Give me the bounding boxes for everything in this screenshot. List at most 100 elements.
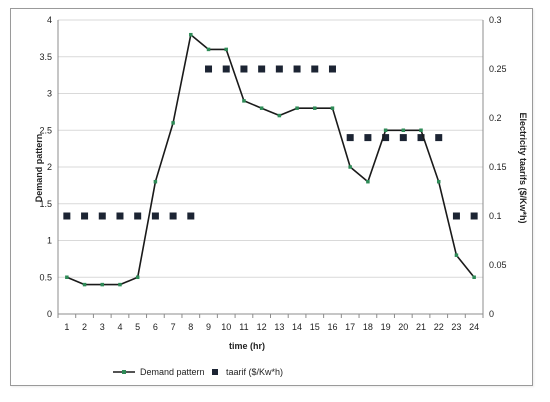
- right-tick-label: 0.2: [489, 113, 502, 123]
- demand-marker: [118, 282, 122, 287]
- right-tick-label: 0.1: [489, 211, 502, 221]
- chart-frame: [10, 8, 533, 386]
- x-tick-label: 7: [171, 322, 176, 332]
- right-tick-label: 0.3: [489, 15, 502, 25]
- tariff-marker: [98, 212, 106, 220]
- demand-marker: [383, 128, 388, 132]
- left-tick-label: 0.5: [39, 272, 52, 282]
- legend: Demand pattern taarif ($/Kw*h): [113, 367, 283, 377]
- tariff-marker: [293, 65, 301, 73]
- tariff-marker: [364, 134, 372, 142]
- x-tick-label: 5: [135, 322, 140, 332]
- demand-marker: [224, 47, 228, 52]
- tariff-marker: [382, 134, 390, 142]
- demand-marker: [348, 165, 352, 169]
- right-tick-label: 0: [489, 309, 494, 319]
- x-tick-label: 2: [82, 322, 87, 332]
- demand-marker: [82, 282, 87, 287]
- x-tick-label: 17: [345, 322, 355, 332]
- x-axis-title: time (hr): [229, 341, 265, 351]
- right-tick-label: 0.05: [489, 260, 507, 270]
- demand-marker: [135, 275, 140, 279]
- tariff-marker: [452, 212, 460, 220]
- x-tick-label: 10: [221, 322, 231, 332]
- tariff-marker: [151, 212, 159, 220]
- tariff-marker: [116, 212, 124, 220]
- tariff-series: [63, 65, 478, 220]
- left-tick-label: 2: [47, 162, 52, 172]
- demand-series: [65, 32, 476, 287]
- demand-marker: [242, 99, 246, 103]
- right-tick-label: 0.25: [489, 64, 507, 74]
- x-tick-label: 22: [434, 322, 444, 332]
- x-tick-label: 3: [100, 322, 105, 332]
- left-tick-label: 1.5: [39, 199, 52, 209]
- right-axis-title: Electricity taarifs ($/Kw*h): [518, 112, 528, 223]
- x-tick-label: 14: [292, 322, 302, 332]
- x-tick-label: 11: [239, 322, 248, 332]
- x-tick-label: 12: [257, 322, 267, 332]
- tariff-marker: [417, 134, 425, 142]
- x-tick-label: 16: [327, 322, 337, 332]
- demand-marker: [171, 121, 175, 125]
- demand-marker: [295, 106, 299, 110]
- right-axis-ticks: 0 0.05 0.1 0.15 0.2 0.25 0.3: [489, 15, 507, 319]
- left-tick-label: 1: [47, 236, 52, 246]
- left-axis-ticks: 0 0.5 1 1.5 2 2.5 3 3.5 4: [39, 15, 52, 319]
- x-tick-label: 9: [206, 322, 211, 332]
- tariff-marker: [275, 65, 283, 73]
- x-tick-label: 23: [451, 322, 461, 332]
- x-tick-label: 20: [398, 322, 408, 332]
- x-tick-label: 8: [188, 322, 193, 332]
- left-axis-title: Demand pattern: [34, 134, 44, 203]
- tariff-marker: [258, 65, 266, 73]
- x-tick-label: 1: [64, 322, 69, 332]
- demand-marker: [277, 113, 282, 118]
- demand-line: [66, 33, 475, 286]
- tariff-marker: [134, 212, 142, 220]
- x-tick-label: 24: [469, 322, 479, 332]
- tariff-marker: [240, 65, 248, 73]
- demand-marker: [454, 253, 459, 257]
- x-tick-label: 6: [153, 322, 158, 332]
- demand-marker: [313, 106, 317, 110]
- demand-marker: [436, 179, 441, 184]
- demand-marker: [189, 32, 193, 37]
- tariff-marker: [435, 134, 443, 142]
- demand-marker: [472, 275, 476, 279]
- left-tick-label: 0: [47, 309, 52, 319]
- demand-marker: [259, 106, 264, 110]
- x-tick-label: 19: [381, 322, 391, 332]
- gridlines: [58, 19, 483, 278]
- tariff-marker: [63, 212, 71, 220]
- left-tick-label: 4: [47, 15, 52, 25]
- tariff-marker: [470, 212, 478, 220]
- demand-marker: [153, 179, 158, 184]
- demand-marker: [206, 47, 211, 52]
- left-tick-label: 3.5: [39, 52, 52, 62]
- x-tick-label: 15: [310, 322, 320, 332]
- tariff-marker: [222, 65, 230, 73]
- demand-marker: [401, 128, 406, 132]
- demand-marker: [330, 106, 335, 110]
- tariff-marker: [311, 65, 319, 73]
- x-axis-ticks: 1 2 3 4 5 6 7 8 9 10 11 12 13 14 15 16 17 18 19 20 21 22 23 24: [64, 322, 479, 332]
- x-tick-label: 18: [363, 322, 373, 332]
- left-tick-label: 3: [47, 89, 52, 99]
- x-tick-label: 4: [117, 322, 122, 332]
- demand-marker: [366, 179, 370, 184]
- legend-demand-marker: [122, 370, 126, 374]
- tariff-marker: [187, 212, 195, 220]
- legend-tariff-label: taarif ($/Kw*h): [226, 367, 283, 377]
- right-tick-label: 0.15: [489, 162, 507, 172]
- x-tick-label: 21: [416, 322, 426, 332]
- tariff-marker: [328, 65, 336, 73]
- legend-tariff-marker: [212, 369, 218, 375]
- tariff-marker: [169, 212, 177, 220]
- demand-marker: [100, 282, 105, 287]
- tariff-marker: [399, 134, 407, 142]
- legend-demand-label: Demand pattern: [140, 367, 205, 377]
- tariff-marker: [346, 134, 354, 142]
- demand-marker: [65, 275, 69, 279]
